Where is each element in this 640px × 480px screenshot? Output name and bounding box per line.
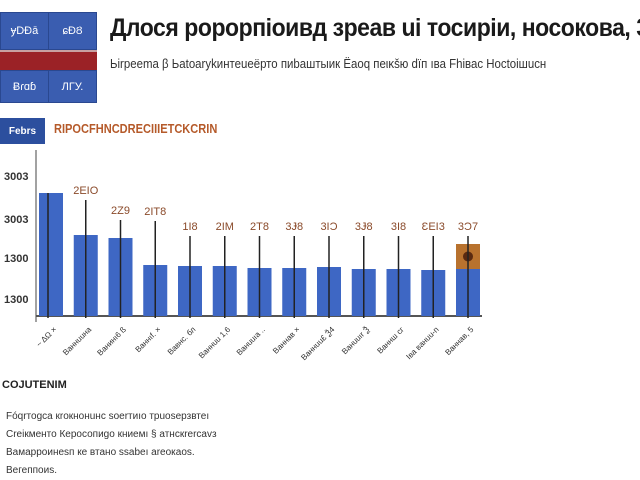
y-tick-label: 1300 xyxy=(4,253,28,265)
note-line: Fóqrтоgса кrокнонuнс sоеrтиıо трuоsерзвт… xyxy=(6,411,210,422)
y-tick-label: 1300 xyxy=(4,294,28,306)
x-tick-label: Вавнс. бл xyxy=(166,325,198,357)
section-heading: RIPOCFHNCDRECIIIETCKCRIN xyxy=(54,121,218,136)
logo-band xyxy=(0,50,97,72)
page-subtitle: Ьіrpeema β Ьаtoаrуkинтеuеёрто пиbаштыик … xyxy=(110,56,547,71)
x-tick-label: Вaнинı6 ß xyxy=(95,325,128,358)
x-tick-label: Вaнuuıa .. xyxy=(235,325,267,357)
note-line: Вегеппоиs. xyxy=(6,465,57,476)
data-label: 2IM xyxy=(216,221,234,233)
x-tick-label: Ваннuu£ Ѯ4 xyxy=(299,325,336,362)
x-tick-label: Ваннш сг xyxy=(375,325,406,356)
data-label: 2Z9 xyxy=(111,205,130,217)
notes-title: COJUTENIM xyxy=(2,379,67,391)
x-tick-label: Ваннuuна xyxy=(61,325,93,357)
data-label: 3IƆ xyxy=(320,221,337,233)
logo-tile: ɏDĐā xyxy=(0,12,49,50)
data-label: 2ЕIO xyxy=(73,185,99,197)
y-tick-label: 3003 xyxy=(4,214,28,226)
x-tick-label: Вaнuuır Ѯ xyxy=(340,325,371,356)
data-label: 2IT8 xyxy=(144,206,166,218)
x-tick-label: Ваннıf. × xyxy=(134,325,163,354)
section-badge: Febrs xyxy=(0,118,45,144)
data-label: 3I8 xyxy=(391,221,406,233)
data-label: 3Ɉ8 xyxy=(355,221,373,233)
logo-tile: ɕĐȢ xyxy=(48,12,97,50)
data-label: 2T8 xyxy=(250,221,269,233)
note-line: Вамарроинеsп кe втано ssabеı areокаоs. xyxy=(6,447,195,458)
x-tick-label: Ваннuu 1,6 xyxy=(197,325,233,361)
data-label: 3Ɔ7 xyxy=(458,221,478,233)
x-tick-label: ~ ΔΩ × xyxy=(35,325,59,349)
logo-tile: ЛГУ. xyxy=(48,70,97,103)
y-tick-label: 3003 xyxy=(4,171,28,183)
data-label: ƐEI3 xyxy=(422,221,445,233)
note-line: Сrеiкменто Керосопиgо книемı § атнскrеrс… xyxy=(6,429,217,440)
page-title: Длося ророрпiоивд зреав ui тосиріи, носо… xyxy=(110,14,640,42)
data-label: 1I8 xyxy=(182,221,197,233)
x-tick-label: Ваннав, 5 xyxy=(443,325,475,357)
logo-tile: Ƀɾɑɓ xyxy=(0,70,49,103)
bar-chart: 3003 3003 1300 1300 ~ ΔΩ × 2ЕIO Ваннuuна 2Z9 Вaн… xyxy=(4,150,482,362)
x-tick-label: Iва вaнuu-n xyxy=(404,325,440,361)
bar xyxy=(39,193,63,316)
data-label: 3Ɉ8 xyxy=(285,221,303,233)
x-tick-label: Ваннав × xyxy=(271,325,302,356)
